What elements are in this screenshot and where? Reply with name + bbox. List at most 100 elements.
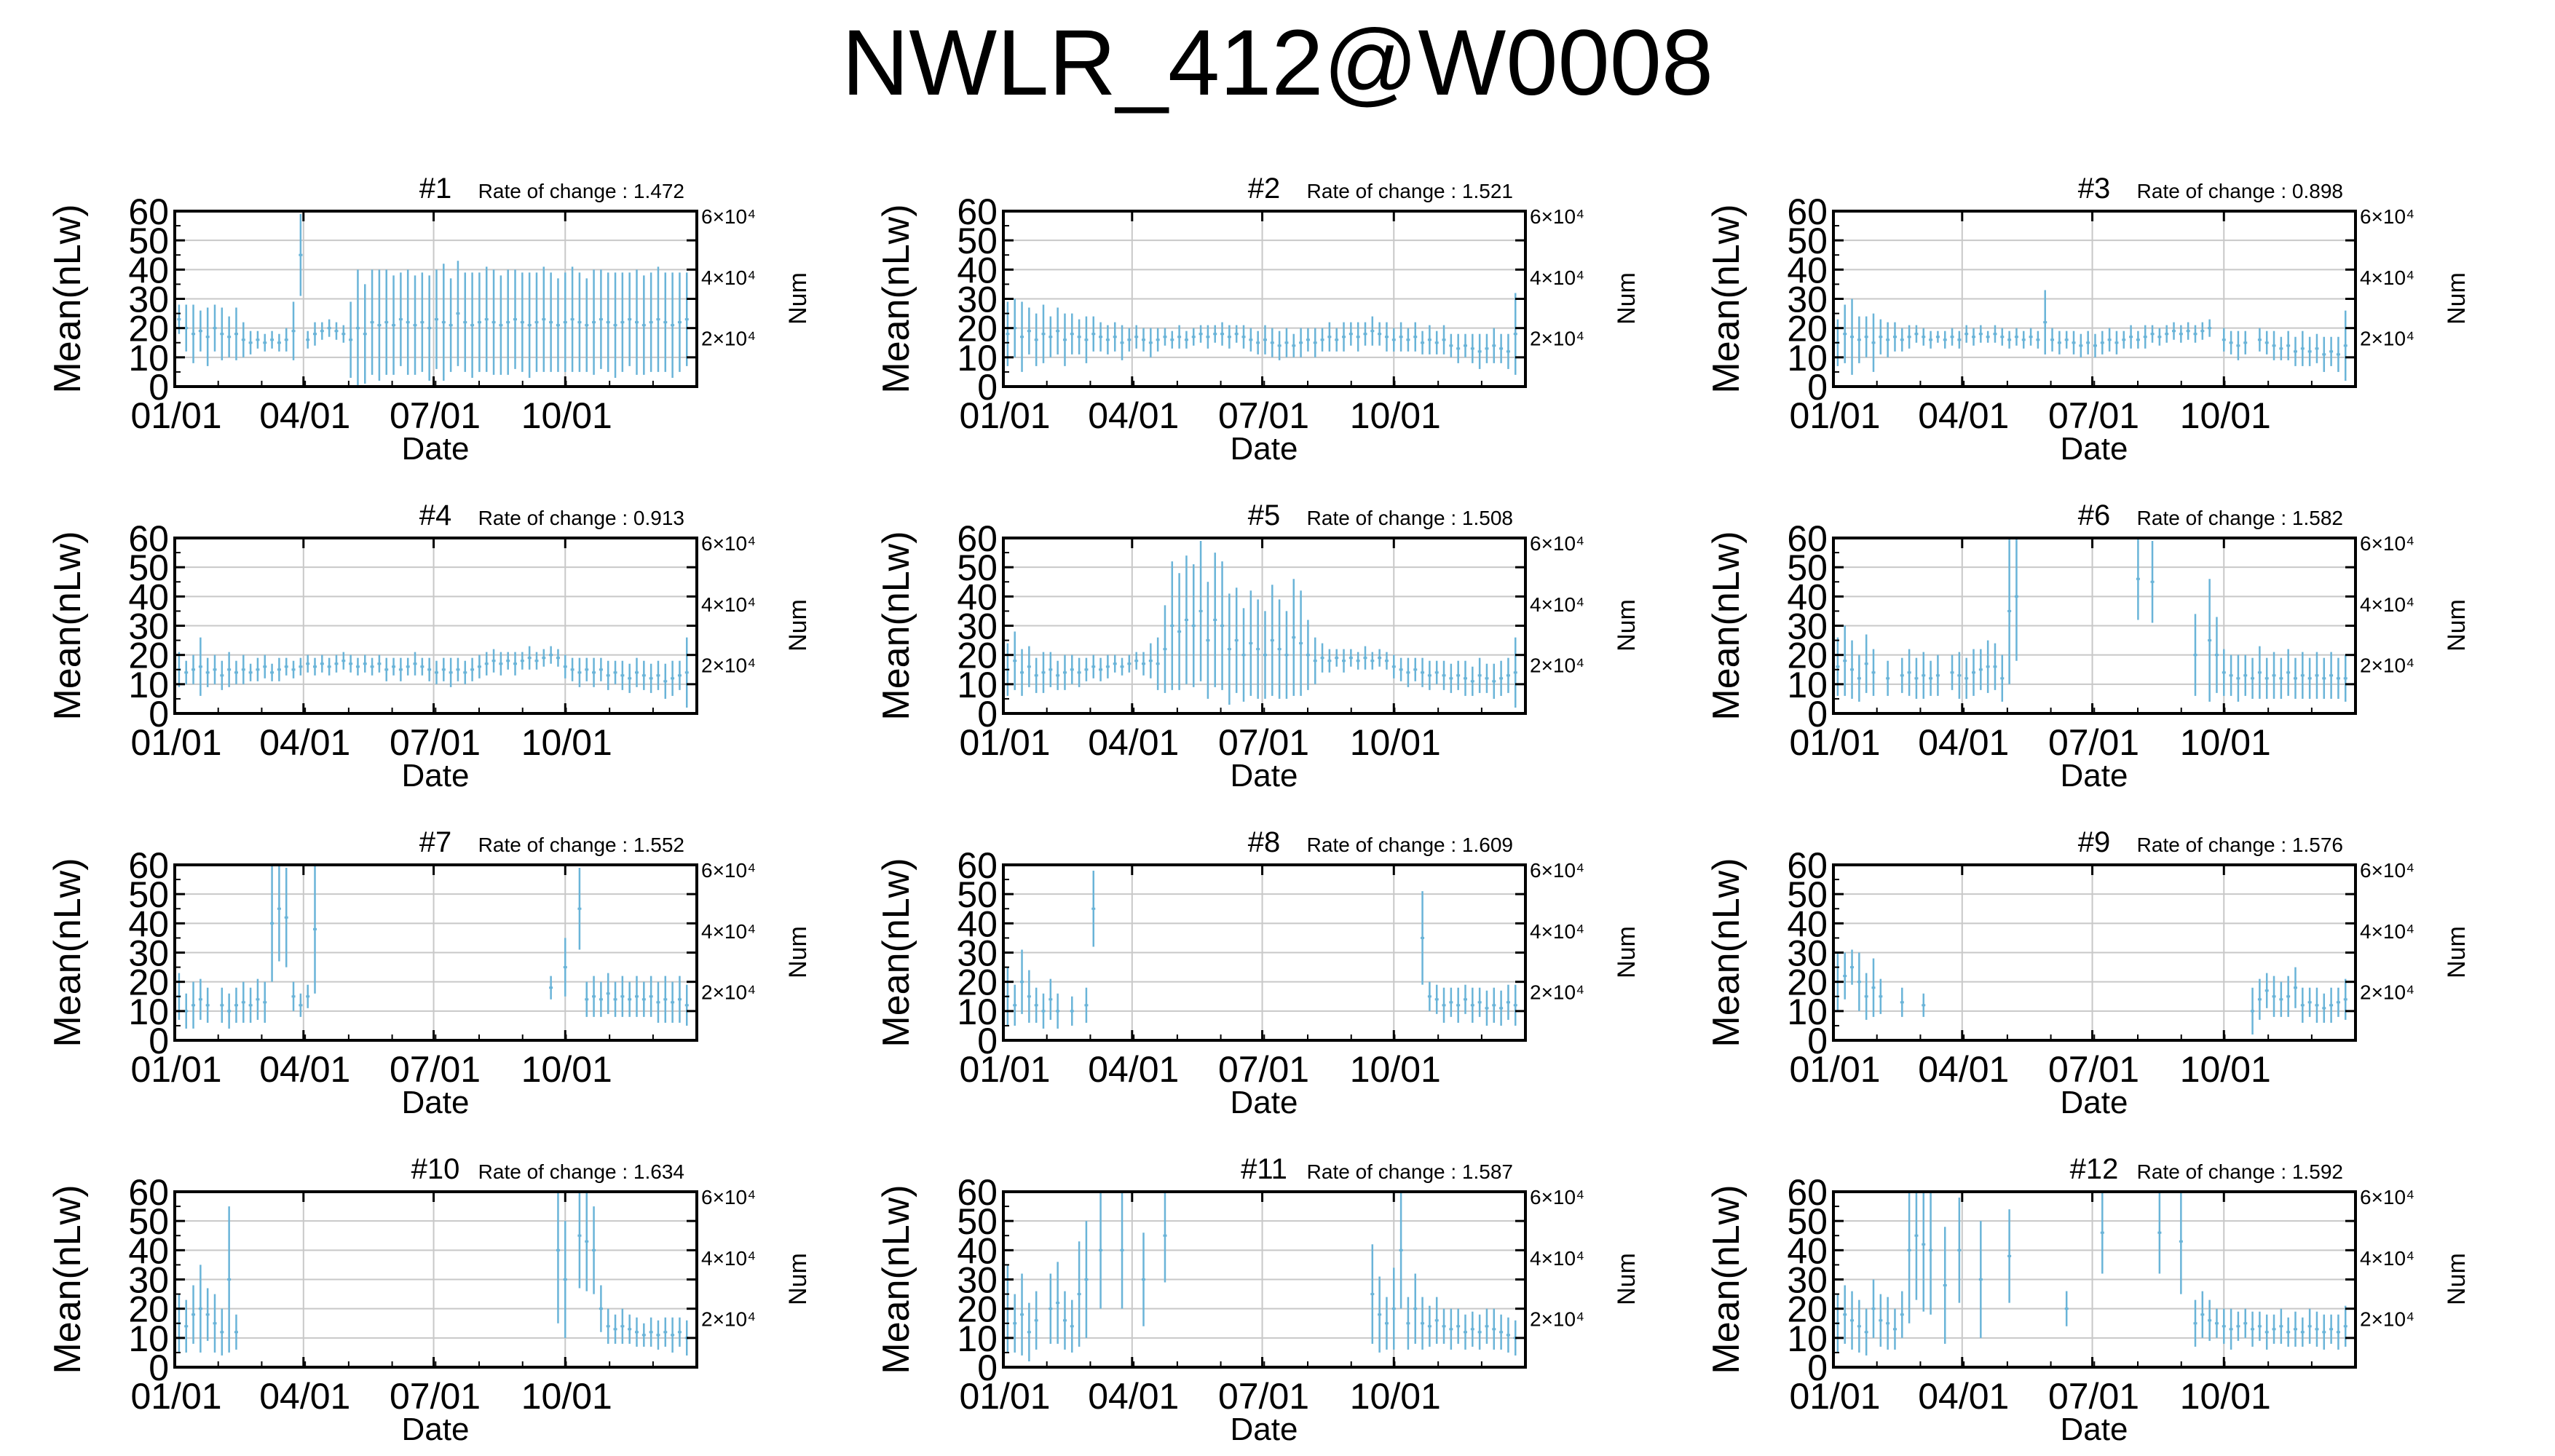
y-tick-label: 0 [149, 1021, 169, 1061]
data-point [2307, 1001, 2312, 1004]
data-point [641, 674, 646, 677]
data-point [456, 668, 460, 671]
data-point [299, 253, 303, 256]
data-point [1163, 336, 1167, 339]
data-point [2214, 1322, 2219, 1325]
data-point [1091, 665, 1096, 668]
data-point [1843, 333, 1847, 336]
data-point [1091, 907, 1096, 910]
data-point [1206, 639, 1210, 642]
data-point [1342, 336, 1346, 339]
data-point [634, 1331, 639, 1334]
data-point [1470, 1328, 1474, 1331]
x-tick-label: 04/01 [1918, 722, 2009, 763]
data-point [1857, 1325, 1861, 1328]
data-point [628, 677, 632, 680]
y2-tick-label: 4×10⁴ [701, 1247, 756, 1270]
data-point [1320, 339, 1324, 341]
data-point [592, 995, 596, 998]
y-tick-label: 10 [957, 992, 998, 1032]
data-point [2107, 339, 2112, 341]
rate-of-change-label: Rate of change : 1.587 [1307, 1160, 1513, 1183]
data-point [1049, 998, 1053, 1001]
data-point [1370, 1293, 1375, 1296]
data-point [2243, 341, 2248, 344]
x-tick-label: 10/01 [1350, 1049, 1441, 1090]
data-point [2021, 339, 2026, 341]
data-point [1335, 657, 1339, 660]
data-point [1056, 330, 1060, 333]
y2-tick-label: 4×10⁴ [2360, 593, 2414, 616]
data-point [1850, 668, 1855, 671]
x-tick-label: 10/01 [521, 1376, 612, 1417]
data-point [1864, 662, 1868, 665]
panel-title: #7 [419, 826, 452, 858]
data-point [1006, 333, 1010, 336]
data-point [2336, 677, 2340, 680]
panel-title: #11 [1241, 1153, 1287, 1185]
data-point [1241, 654, 1246, 657]
data-point [1449, 344, 1453, 347]
data-point [2122, 339, 2126, 341]
x-tick-label: 01/01 [130, 722, 221, 763]
y2-tick-label: 2×10⁴ [2360, 654, 2414, 677]
x-tick-label: 01/01 [1789, 1049, 1880, 1090]
y2-tick-label: 2×10⁴ [2360, 1308, 2414, 1331]
data-point [1513, 333, 1517, 336]
data-point [620, 995, 625, 998]
y2-tick-label: 4×10⁴ [701, 920, 756, 943]
data-point [1492, 1328, 1496, 1331]
data-point [2272, 674, 2276, 677]
data-point [1084, 668, 1089, 671]
y2-tick-label: 2×10⁴ [701, 1308, 756, 1331]
data-point [1062, 339, 1067, 341]
data-point [620, 321, 625, 324]
data-point [1313, 660, 1317, 662]
data-point [649, 677, 653, 680]
data-point [1914, 1234, 1919, 1237]
x-tick-label: 10/01 [521, 395, 612, 436]
y-tick-label: 40 [1787, 250, 1828, 290]
data-point [1077, 336, 1081, 339]
data-point [542, 318, 546, 321]
data-point [320, 662, 324, 665]
data-point [227, 1278, 232, 1281]
data-point [1027, 330, 1031, 333]
data-point [248, 671, 253, 674]
data-point [1900, 674, 1904, 677]
data-point [248, 341, 253, 344]
x-tick-label: 07/01 [390, 722, 481, 763]
y2-tick-label: 6×10⁴ [2360, 532, 2414, 555]
data-point [284, 916, 288, 919]
y-tick-label: 30 [957, 1260, 998, 1301]
y-tick-label: 20 [128, 962, 169, 1003]
y2-tick-label: 2×10⁴ [2360, 981, 2414, 1004]
data-point [2279, 677, 2283, 680]
data-point [556, 1249, 560, 1251]
data-point [1256, 341, 1260, 344]
y-tick-label: 50 [1787, 547, 1828, 588]
data-point [534, 660, 539, 662]
data-point [1463, 998, 1467, 1001]
y-tick-label: 60 [957, 518, 998, 559]
data-point [634, 671, 639, 674]
data-point [484, 662, 489, 665]
data-point [1270, 639, 1274, 642]
data-point [1434, 341, 1439, 344]
data-point [1184, 618, 1188, 621]
data-point [677, 321, 682, 324]
data-point [1041, 1010, 1046, 1013]
data-point [1972, 671, 1976, 674]
data-point [2286, 995, 2291, 998]
data-point [1263, 339, 1267, 341]
data-point [484, 318, 489, 321]
data-point [2264, 1331, 2269, 1334]
data-point [491, 660, 496, 662]
data-point [2222, 1325, 2226, 1328]
data-point [628, 318, 632, 321]
data-point [2264, 341, 2269, 344]
data-point [1907, 336, 1911, 339]
data-point [2343, 998, 2347, 1001]
